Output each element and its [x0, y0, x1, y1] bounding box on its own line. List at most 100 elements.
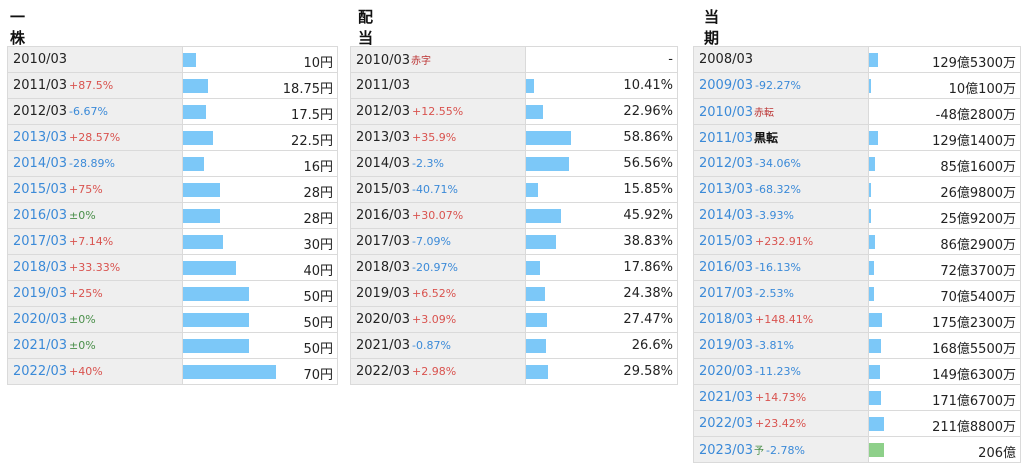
change-percent: -40.71% [412, 183, 458, 196]
row-label: 2013/03 -68.32% [693, 176, 869, 203]
table-row: 2021/03 ±0% 50円 [7, 332, 338, 359]
year-label[interactable]: 2023/03 [699, 442, 754, 458]
row-value: 38.83% [623, 234, 673, 249]
row-value: 17.86% [623, 260, 673, 275]
value-bar [869, 365, 880, 379]
row-value-cell: 22.5円 [182, 124, 338, 151]
year-label: 2010/03 [356, 52, 411, 68]
year-label[interactable]: 2016/03 [699, 260, 754, 275]
row-value-cell: 72億3700万 [868, 254, 1021, 281]
year-label[interactable]: 2021/03 [13, 338, 68, 353]
row-value: 70億5400万 [940, 290, 1016, 305]
year-label: 2011/03 [356, 78, 411, 93]
year-label[interactable]: 2017/03 [699, 286, 754, 301]
value-bar [183, 105, 206, 119]
row-label: 2015/03 +75% [7, 176, 183, 203]
row-value: 28円 [303, 186, 333, 201]
year-label[interactable]: 2013/03 [699, 182, 754, 197]
year-label: 2018/03 [356, 260, 411, 275]
year-label[interactable]: 2022/03 [699, 416, 754, 431]
year-label[interactable]: 2021/03 [699, 390, 754, 405]
row-value: 28円 [303, 212, 333, 227]
row-value-cell: -48億2800万 [868, 98, 1021, 125]
year-label[interactable]: 2011/03 [699, 131, 754, 146]
year-label[interactable]: 2020/03 [13, 312, 68, 327]
row-label: 2017/03 -7.09% [350, 228, 526, 255]
row-label: 2018/03 +148.41% [693, 306, 869, 333]
year-label[interactable]: 2016/03 [13, 208, 68, 223]
row-label: 2011/03黒転 [693, 124, 869, 151]
year-label[interactable]: 2009/03 [699, 78, 754, 93]
row-value: 27.47% [623, 312, 673, 327]
table-row: 2022/03 +23.42% 211億8800万 [693, 410, 1021, 437]
value-bar [183, 235, 223, 249]
year-label[interactable]: 2018/03 [13, 260, 68, 275]
row-value-cell: 17.5円 [182, 98, 338, 125]
row-label: 2015/03 -40.71% [350, 176, 526, 203]
status-tag: 赤転 [754, 107, 775, 119]
table-row: 2010/03赤字 - [350, 46, 678, 73]
row-label: 2022/03 +23.42% [693, 410, 869, 437]
row-value-cell: 26.6% [525, 332, 678, 359]
row-value: 50円 [303, 316, 333, 331]
row-value-cell: 29.58% [525, 358, 678, 385]
row-value: 40円 [303, 264, 333, 279]
change-percent: -16.13% [755, 261, 801, 274]
value-bar [183, 79, 208, 93]
year-label: 2016/03 [356, 208, 411, 223]
change-percent: +87.5% [69, 79, 114, 92]
year-label[interactable]: 2012/03 [699, 156, 754, 171]
table-row: 2010/03赤転 -48億2800万 [693, 98, 1021, 125]
year-label[interactable]: 2019/03 [13, 286, 68, 301]
row-label: 2019/03 +6.52% [350, 280, 526, 307]
year-label[interactable]: 2017/03 [13, 234, 68, 249]
row-value: -48億2800万 [935, 108, 1016, 123]
value-bar [183, 261, 236, 275]
year-label[interactable]: 2020/03 [699, 364, 754, 379]
year-label[interactable]: 2019/03 [699, 338, 754, 353]
year-label[interactable]: 2013/03 [13, 130, 68, 145]
year-label[interactable]: 2015/03 [699, 234, 754, 249]
value-bar [869, 261, 874, 275]
data-table: 2010/03 10円 2011/03 +87.5% 18.75円 2012/03 -6.6… [7, 46, 338, 385]
row-label: 2021/03 +14.73% [693, 384, 869, 411]
change-percent: -34.06% [755, 157, 801, 170]
row-label: 2010/03 [7, 46, 183, 73]
table-row: 2011/03 10.41% [350, 72, 678, 99]
table-row: 2012/03 +12.55% 22.96% [350, 98, 678, 125]
table-row: 2019/03 -3.81% 168億5500万 [693, 332, 1021, 359]
year-label: 2022/03 [356, 364, 411, 379]
value-bar [526, 183, 538, 197]
row-value-cell: 70円 [182, 358, 338, 385]
change-percent: -11.23% [755, 365, 801, 378]
change-percent: -68.32% [755, 183, 801, 196]
value-bar [526, 287, 545, 301]
year-label[interactable]: 2014/03 [699, 208, 754, 223]
table-row: 2011/03 +87.5% 18.75円 [7, 72, 338, 99]
value-bar [869, 53, 878, 67]
table-row: 2017/03 -7.09% 38.83% [350, 228, 678, 255]
value-bar [183, 131, 213, 145]
row-label: 2008/03 [693, 46, 869, 73]
value-bar [526, 339, 546, 353]
row-value: 25億9200万 [940, 212, 1016, 227]
row-label: 2014/03 -3.93% [693, 202, 869, 229]
value-bar [869, 417, 884, 431]
year-label[interactable]: 2015/03 [13, 182, 68, 197]
year-label[interactable]: 2022/03 [13, 364, 68, 379]
row-value: 175億2300万 [932, 316, 1016, 331]
row-label: 2013/03 +35.9% [350, 124, 526, 151]
data-table: 2008/03 129億5300万 2009/03 -92.27% 10億100万 201… [693, 46, 1021, 463]
year-label[interactable]: 2018/03 [699, 312, 754, 327]
change-percent: ±0% [69, 339, 96, 352]
change-percent: +28.57% [69, 131, 121, 144]
table-row: 2014/03 -2.3% 56.56% [350, 150, 678, 177]
year-label[interactable]: 2010/03 [699, 104, 754, 120]
row-value-cell: 50円 [182, 306, 338, 333]
row-label: 2022/03 +2.98% [350, 358, 526, 385]
row-value-cell: 175億2300万 [868, 306, 1021, 333]
year-label[interactable]: 2014/03 [13, 156, 68, 171]
row-value: 10億100万 [948, 82, 1016, 97]
year-label: 2010/03 [13, 52, 68, 67]
row-value-cell: 129億1400万 [868, 124, 1021, 151]
